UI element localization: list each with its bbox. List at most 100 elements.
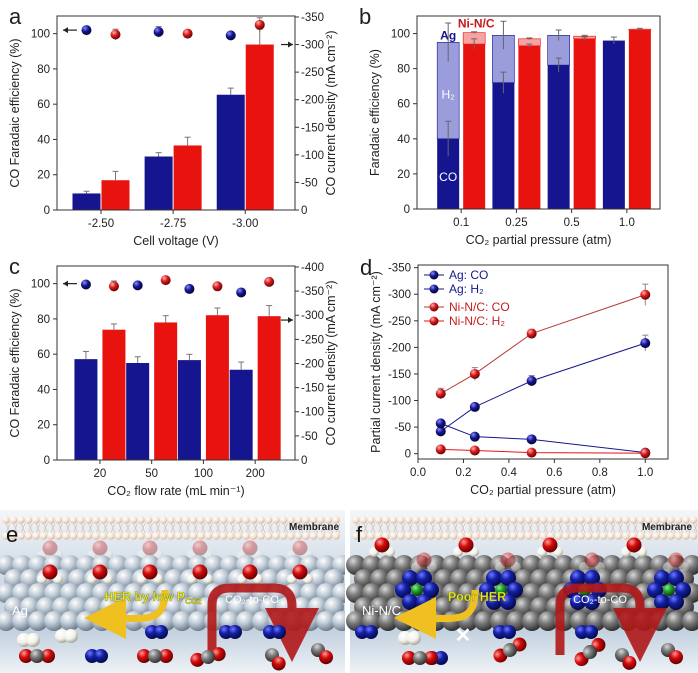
beige-atom: [197, 516, 205, 524]
beige-atom: [352, 532, 360, 540]
gray-atom: [682, 611, 698, 631]
beige-atom: [137, 532, 145, 540]
x-tick-label: -2.75: [160, 218, 186, 230]
beige-atom: [524, 516, 533, 524]
lipid-tail: [193, 522, 198, 534]
beige-atom: [532, 532, 540, 540]
beige-atom: [554, 516, 563, 524]
gray-atom: [30, 649, 44, 663]
beige-atom: [77, 532, 85, 540]
blue-atom: [502, 625, 516, 639]
data-point: [526, 434, 537, 445]
bar-segment-co: [547, 65, 570, 209]
chart-panel-a: a -2.50 -2.75 -3.00 Cell voltage (V) 0 20 40 60 8…: [8, 4, 338, 248]
bar: [216, 94, 245, 210]
gray-atom: [201, 650, 215, 664]
beige-atom: [434, 532, 443, 540]
blue-atom: [416, 570, 432, 586]
lipid-tail: [603, 522, 608, 534]
silver-atom: [172, 611, 192, 631]
beige-atom: [652, 532, 660, 540]
y-right-tick-label: -50: [301, 431, 318, 443]
beige-atom: [667, 532, 675, 540]
beige-atom: [487, 516, 495, 524]
blue-atom: [228, 625, 242, 639]
beige-atom: [107, 516, 115, 524]
red-atom: [19, 649, 33, 663]
bar-segment-co: [573, 38, 596, 210]
x-tick-label: -3.00: [232, 218, 258, 230]
beige-atom: [309, 516, 318, 524]
y-right-tick-label: -150: [301, 122, 324, 134]
y-tick-label: 20: [37, 420, 50, 432]
beige-atom: [234, 516, 243, 524]
beige-atom: [487, 532, 495, 540]
beige-atom: [9, 532, 18, 540]
y-right-axis-label: CO current density (mA cm⁻²): [324, 281, 338, 446]
beige-atom: [62, 532, 70, 540]
lipid-tail: [155, 522, 161, 534]
beige-atom: [479, 516, 488, 524]
beige-atom: [302, 532, 310, 540]
beige-atom: [607, 516, 615, 524]
beige-atom: [359, 516, 368, 524]
beige-atom: [122, 532, 130, 540]
x-axis-label: CO₂ partial pressure (atm): [470, 483, 616, 497]
beige-atom: [674, 516, 683, 524]
lipid-tail: [260, 522, 266, 534]
beige-atom: [359, 532, 368, 540]
gray-atom: [666, 611, 686, 631]
bar: [72, 193, 101, 210]
lipid-tail: [73, 522, 78, 534]
beige-atom: [182, 516, 190, 524]
bar: [101, 180, 130, 210]
beige-atom: [39, 532, 48, 540]
y-axis-label: Partial current density (mA cm⁻²): [369, 271, 383, 453]
beige-atom: [32, 532, 40, 540]
lipid-tail: [148, 522, 153, 534]
beige-atom: [449, 516, 458, 524]
lipid-tail: [468, 522, 473, 534]
beige-atom: [569, 516, 578, 524]
beige-atom: [287, 532, 295, 540]
blue-atom: [423, 582, 439, 598]
co2-molecule: [19, 649, 55, 663]
lipid-tail: [550, 522, 556, 534]
beige-atom: [54, 532, 63, 540]
beige-atom: [404, 532, 413, 540]
y-tick-label: -50: [394, 422, 411, 434]
beige-atom: [17, 532, 25, 540]
lipid-tail: [178, 522, 183, 534]
y-tick-label: 100: [391, 29, 410, 41]
her-arrow-icon: [394, 589, 479, 640]
blue-atom: [500, 570, 516, 586]
beige-atom: [374, 516, 383, 524]
beige-atom: [2, 532, 10, 540]
data-point: [526, 328, 537, 339]
legend-marker: [429, 284, 439, 294]
beige-atom: [382, 516, 390, 524]
data-point: [640, 289, 651, 300]
beige-atom: [24, 516, 33, 524]
beige-atom: [129, 532, 138, 540]
beige-atom: [404, 516, 413, 524]
lipid-tail: [370, 522, 376, 534]
y-tick-label: 40: [37, 384, 50, 396]
beige-atom: [457, 532, 465, 540]
y-right-axis-label: CO current density (mA cm⁻²): [324, 31, 338, 196]
gray-atom: [503, 643, 517, 657]
lipid-tail: [80, 522, 86, 534]
blue-atom: [654, 594, 670, 610]
beige-atom: [637, 532, 645, 540]
y-right-tick-label: 0: [301, 455, 307, 467]
y-right-tick-label: -400: [301, 262, 324, 274]
x-tick-label: 50: [145, 468, 158, 480]
fe-point: [184, 283, 195, 294]
co2-to-co-arrow-icon: [207, 583, 319, 662]
beige-atom: [622, 516, 630, 524]
white-atom: [64, 629, 78, 643]
panel-label: a: [9, 4, 22, 29]
data-point: [469, 401, 480, 412]
x-tick-label: 1.0: [619, 217, 635, 229]
lipid-tail: [475, 522, 481, 534]
